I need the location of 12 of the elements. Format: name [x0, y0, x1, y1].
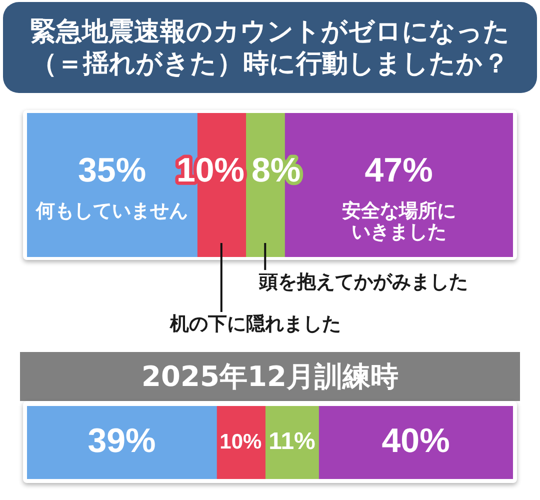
data-label: 10%	[220, 430, 262, 454]
series-label: 何もしていません	[35, 200, 188, 222]
chart-title: 緊急地震速報のカウントがゼロになった（＝揺れがきた）時に行動しましたか？	[30, 16, 510, 78]
data-label: 11%	[268, 428, 316, 456]
data-label: 40%	[382, 422, 450, 460]
text: 机の下に隠れました	[169, 312, 342, 335]
data-label: 39%	[88, 422, 156, 460]
chart-title: 2025年12月訓練時	[142, 360, 398, 392]
data-label: 47%	[364, 151, 433, 190]
data-label: 35%	[78, 151, 146, 190]
series-label: 安全な場所にいきました	[342, 200, 456, 243]
series-label: 頭を抱えてかがみました	[258, 270, 468, 293]
